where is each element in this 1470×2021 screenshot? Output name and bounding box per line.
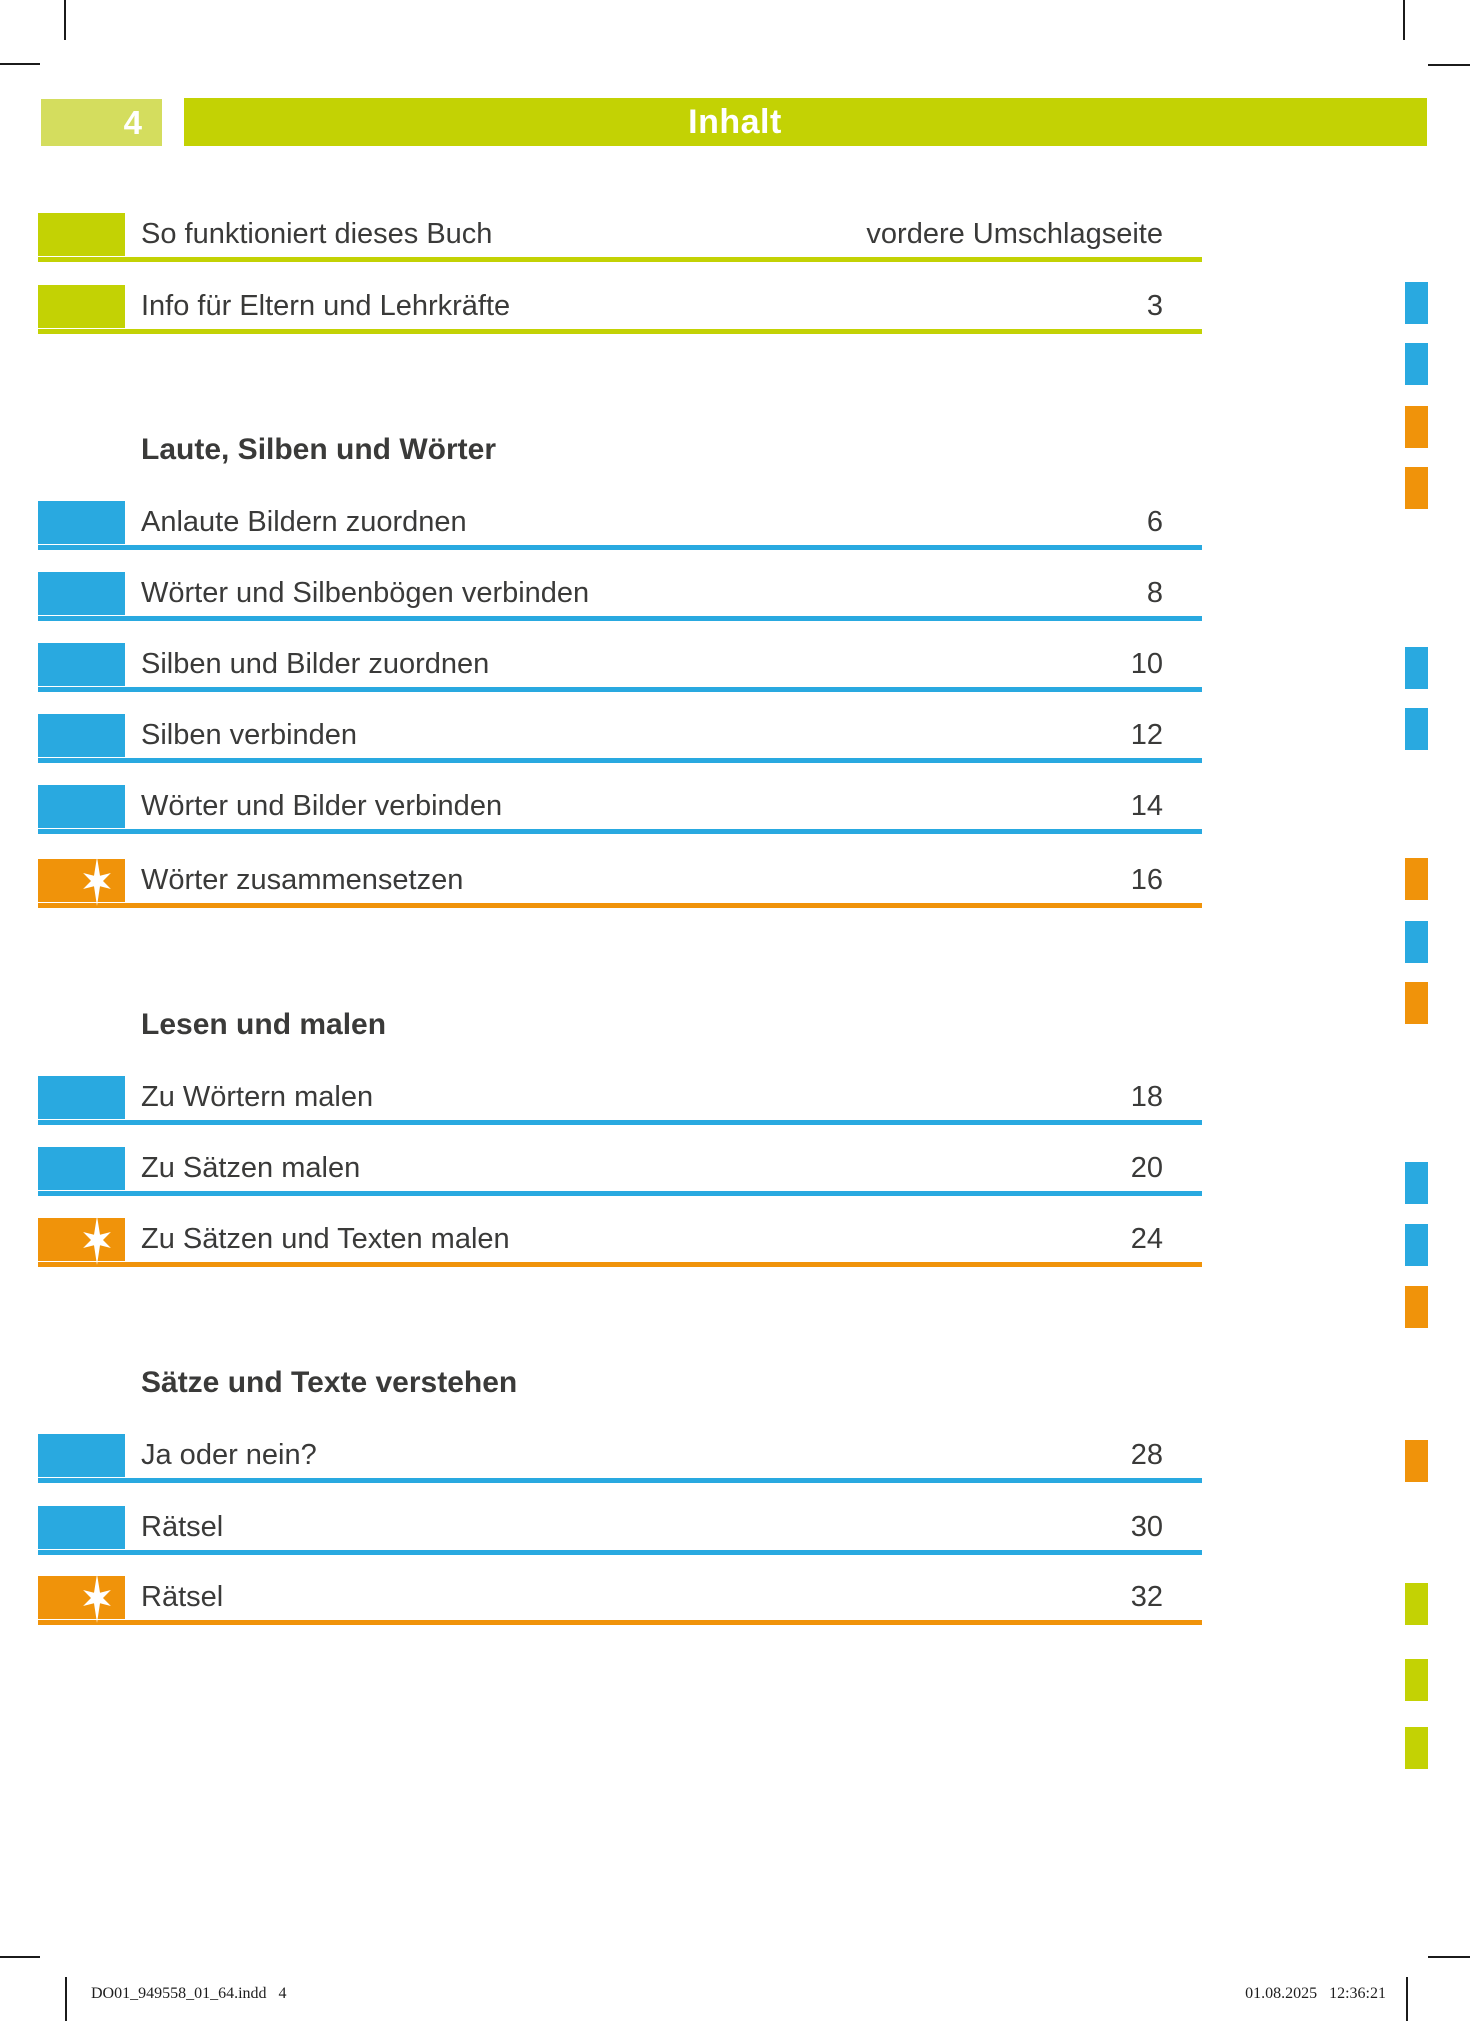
edge-tab-green — [1405, 1727, 1428, 1769]
trim-mark-top-left-horizontal — [0, 63, 40, 65]
section-heading: Lesen und malen — [141, 1008, 387, 1041]
row-color-box — [38, 501, 125, 544]
edge-tab-blue — [1405, 343, 1428, 385]
row-page-number: 16 — [1130, 864, 1163, 896]
edge-tab-blue — [1405, 708, 1428, 750]
row-underline — [38, 329, 1202, 334]
edge-tab-blue — [1405, 282, 1428, 324]
row-page-number: 6 — [1146, 506, 1163, 538]
row-title: Wörter und Silbenbögen verbinden — [141, 577, 590, 609]
row-color-box — [38, 1506, 125, 1549]
row-page-number: 30 — [1130, 1511, 1163, 1543]
row-underline — [38, 903, 1202, 908]
row-underline — [38, 545, 1202, 550]
edge-tab-orange — [1405, 982, 1428, 1024]
edge-tab-orange — [1405, 467, 1428, 509]
row-color-box — [38, 643, 125, 686]
edge-tab-orange — [1405, 406, 1428, 448]
row-page-number: 10 — [1130, 648, 1163, 680]
star-icon — [83, 1574, 111, 1623]
row-underline — [38, 1550, 1202, 1555]
row-title: Wörter zusammensetzen — [141, 864, 464, 896]
row-title: Rätsel — [141, 1511, 224, 1543]
row-page-number: 12 — [1130, 719, 1163, 751]
edge-tab-green — [1405, 1659, 1428, 1701]
row-title: Silben verbinden — [141, 719, 358, 751]
edge-tab-orange — [1405, 1440, 1428, 1482]
row-color-box — [38, 1576, 125, 1619]
row-underline — [38, 1262, 1202, 1267]
row-title: Anlaute Bildern zuordnen — [141, 506, 467, 538]
trim-mark-bottom-right-horizontal — [1428, 1956, 1470, 1958]
trim-mark-bottom-left-vertical — [65, 1977, 67, 2021]
section-heading: Laute, Silben und Wörter — [141, 433, 497, 466]
trim-mark-top-left-vertical — [64, 0, 66, 40]
row-title: Zu Sätzen malen — [141, 1152, 361, 1184]
section-heading: Sätze und Texte verstehen — [141, 1366, 518, 1399]
row-page-number: 8 — [1146, 577, 1163, 609]
trim-mark-bottom-right-vertical — [1406, 1977, 1408, 2021]
row-page-number: 14 — [1130, 790, 1163, 822]
row-color-box — [38, 1076, 125, 1119]
row-underline — [38, 616, 1202, 621]
row-underline — [38, 758, 1202, 763]
row-color-box — [38, 572, 125, 615]
trim-mark-top-right-vertical — [1403, 0, 1405, 40]
row-color-box — [38, 213, 125, 256]
row-title: So funktioniert dieses Buch — [141, 218, 493, 250]
row-title: Ja oder nein? — [141, 1439, 317, 1471]
row-underline — [38, 1620, 1202, 1625]
corner-page-number: 4 — [41, 99, 162, 146]
row-page-number: 32 — [1130, 1581, 1163, 1613]
row-title: Info für Eltern und Lehrkräfte — [141, 290, 511, 322]
row-page-number: vordere Umschlagseite — [866, 218, 1163, 250]
row-color-box — [38, 859, 125, 902]
trim-mark-bottom-left-horizontal — [0, 1956, 40, 1958]
edge-tab-blue — [1405, 1224, 1428, 1266]
row-page-number: 20 — [1130, 1152, 1163, 1184]
row-color-box — [38, 1218, 125, 1261]
star-icon — [83, 1216, 111, 1265]
header-bar — [184, 98, 1427, 146]
row-underline — [38, 1120, 1202, 1125]
row-page-number: 18 — [1130, 1081, 1163, 1113]
slug-filename: DO01_949558_01_64.indd 4 — [91, 1985, 287, 2002]
edge-tab-orange — [1405, 858, 1428, 900]
row-page-number: 3 — [1146, 290, 1163, 322]
row-color-box — [38, 1147, 125, 1190]
slug-timestamp: 01.08.2025 12:36:21 — [1245, 1985, 1386, 2002]
row-color-box — [38, 785, 125, 828]
row-color-box — [38, 1434, 125, 1477]
row-title: Rätsel — [141, 1581, 224, 1613]
row-underline — [38, 1191, 1202, 1196]
row-underline — [38, 257, 1202, 262]
row-title: Zu Sätzen und Texten malen — [141, 1223, 510, 1255]
row-page-number: 24 — [1130, 1223, 1163, 1255]
page-title: Inhalt — [688, 103, 782, 141]
trim-mark-top-right-horizontal — [1428, 64, 1470, 66]
edge-tab-blue — [1405, 921, 1428, 963]
row-underline — [38, 829, 1202, 834]
star-icon — [83, 857, 111, 906]
row-page-number: 28 — [1130, 1439, 1163, 1471]
row-title: Silben und Bilder zuordnen — [141, 648, 490, 680]
row-title: Wörter und Bilder verbinden — [141, 790, 503, 822]
row-underline — [38, 687, 1202, 692]
row-color-box — [38, 285, 125, 328]
edge-tab-orange — [1405, 1286, 1428, 1328]
edge-tab-green — [1405, 1583, 1428, 1625]
row-title: Zu Wörtern malen — [141, 1081, 374, 1113]
edge-tab-blue — [1405, 647, 1428, 689]
row-color-box — [38, 714, 125, 757]
edge-tab-blue — [1405, 1162, 1428, 1204]
row-underline — [38, 1478, 1202, 1483]
